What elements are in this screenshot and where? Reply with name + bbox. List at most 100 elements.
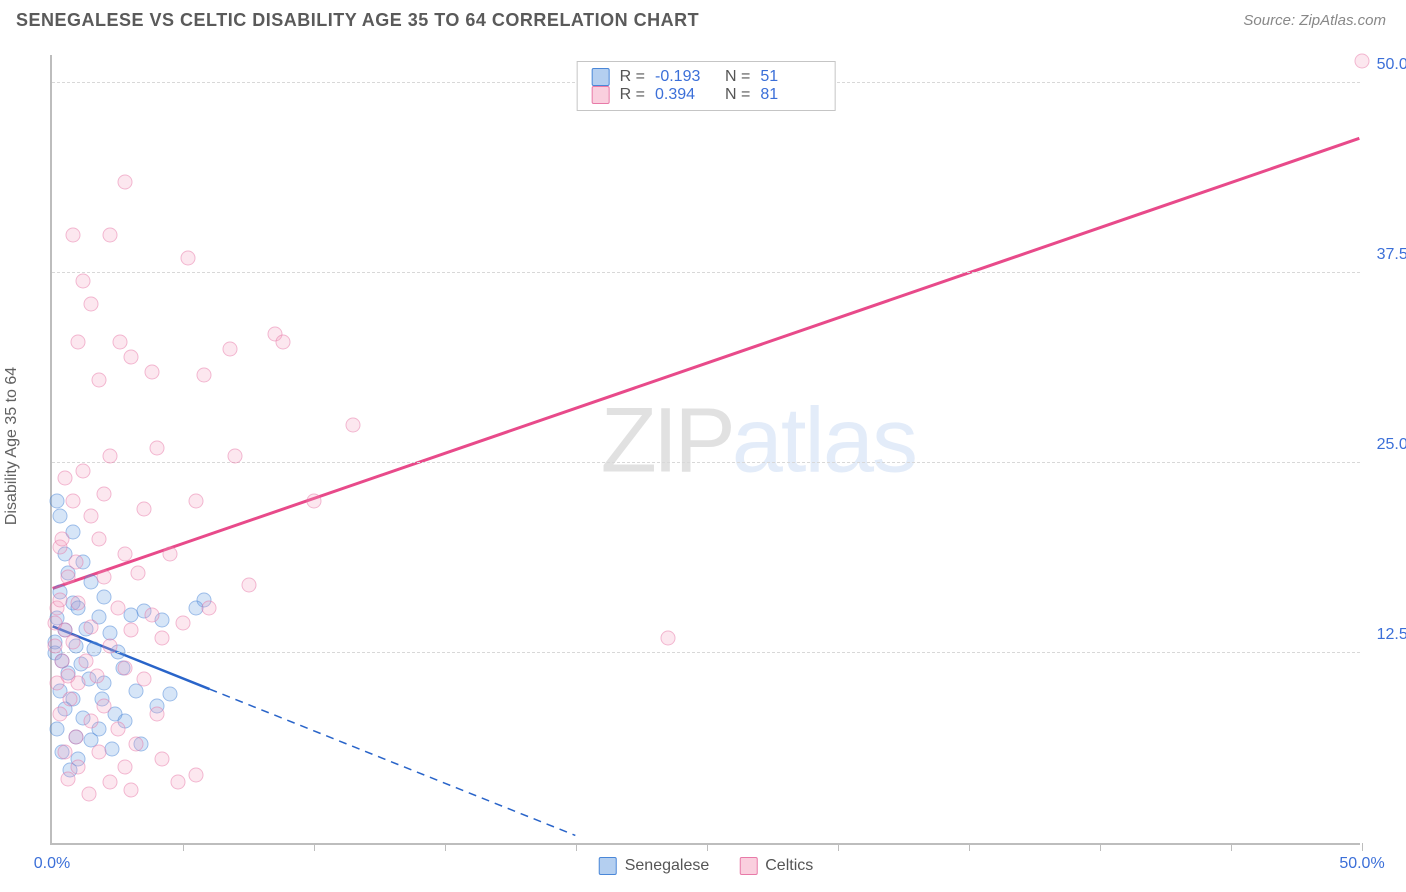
- x-tick: [707, 843, 708, 851]
- data-point: [97, 570, 112, 585]
- x-tick: [1231, 843, 1232, 851]
- data-point: [60, 570, 75, 585]
- data-point: [55, 532, 70, 547]
- data-point: [223, 342, 238, 357]
- data-point: [241, 577, 256, 592]
- y-tick-label: 50.0%: [1377, 56, 1406, 74]
- data-point: [81, 787, 96, 802]
- data-point: [58, 744, 73, 759]
- series-legend: Senegalese Celtics: [599, 857, 814, 875]
- data-point: [181, 251, 196, 266]
- data-point: [131, 565, 146, 580]
- data-point: [123, 349, 138, 364]
- x-tick: [969, 843, 970, 851]
- chart-header: SENEGALESE VS CELTIC DISABILITY AGE 35 T…: [0, 0, 1406, 39]
- data-point: [97, 699, 112, 714]
- data-point: [60, 668, 75, 683]
- data-point: [123, 782, 138, 797]
- data-point: [50, 494, 65, 509]
- data-point: [196, 368, 211, 383]
- data-point: [60, 772, 75, 787]
- data-point: [71, 334, 86, 349]
- data-point: [84, 620, 99, 635]
- swatch-blue: [599, 857, 617, 875]
- data-point: [118, 760, 133, 775]
- data-point: [84, 714, 99, 729]
- data-point: [1355, 53, 1370, 68]
- data-point: [76, 463, 91, 478]
- data-point: [68, 554, 83, 569]
- data-point: [162, 547, 177, 562]
- trend-lines: [52, 55, 1360, 843]
- data-point: [202, 600, 217, 615]
- data-point: [118, 547, 133, 562]
- x-tick: [576, 843, 577, 851]
- correlation-stats-box: R = -0.193 N = 51 R = 0.394 N = 81: [577, 61, 836, 111]
- data-point: [58, 471, 73, 486]
- gridline: [52, 272, 1360, 273]
- data-point: [189, 494, 204, 509]
- data-point: [68, 729, 83, 744]
- data-point: [63, 691, 78, 706]
- data-point: [102, 448, 117, 463]
- data-point: [65, 228, 80, 243]
- gridline: [52, 652, 1360, 653]
- data-point: [110, 600, 125, 615]
- data-point: [97, 589, 112, 604]
- data-point: [128, 737, 143, 752]
- data-point: [144, 608, 159, 623]
- data-point: [162, 687, 177, 702]
- data-point: [84, 509, 99, 524]
- x-tick: [445, 843, 446, 851]
- data-point: [228, 448, 243, 463]
- data-point: [144, 365, 159, 380]
- data-point: [346, 418, 361, 433]
- data-point: [50, 722, 65, 737]
- data-point: [47, 638, 62, 653]
- data-point: [76, 273, 91, 288]
- swatch-pink: [739, 857, 757, 875]
- scatter-chart: ZIPatlas R = -0.193 N = 51 R = 0.394 N =…: [50, 55, 1360, 845]
- x-start-label: 0.0%: [34, 855, 70, 873]
- legend-item-senegalese: Senegalese: [599, 857, 710, 875]
- data-point: [52, 509, 67, 524]
- data-point: [52, 706, 67, 721]
- data-point: [189, 767, 204, 782]
- data-point: [110, 722, 125, 737]
- data-point: [123, 623, 138, 638]
- data-point: [92, 372, 107, 387]
- data-point: [170, 775, 185, 790]
- data-point: [275, 334, 290, 349]
- data-point: [113, 334, 128, 349]
- x-tick: [183, 843, 184, 851]
- data-point: [92, 744, 107, 759]
- data-point: [155, 752, 170, 767]
- swatch-pink: [592, 86, 610, 104]
- x-tick: [1362, 843, 1363, 851]
- data-point: [65, 635, 80, 650]
- y-tick-label: 12.5%: [1377, 626, 1406, 644]
- data-point: [102, 775, 117, 790]
- data-point: [155, 630, 170, 645]
- data-point: [118, 175, 133, 190]
- x-tick: [314, 843, 315, 851]
- data-point: [149, 706, 164, 721]
- watermark: ZIPatlas: [601, 389, 916, 494]
- data-point: [105, 741, 120, 756]
- data-point: [660, 630, 675, 645]
- data-point: [97, 486, 112, 501]
- data-point: [149, 441, 164, 456]
- data-point: [92, 532, 107, 547]
- data-point: [307, 494, 322, 509]
- x-tick: [1100, 843, 1101, 851]
- x-end-label: 50.0%: [1339, 855, 1384, 873]
- data-point: [47, 615, 62, 630]
- y-tick-label: 37.5%: [1377, 246, 1406, 264]
- source-attribution: Source: ZipAtlas.com: [1243, 12, 1386, 29]
- data-point: [65, 494, 80, 509]
- data-point: [55, 653, 70, 668]
- data-point: [176, 615, 191, 630]
- chart-title: SENEGALESE VS CELTIC DISABILITY AGE 35 T…: [16, 10, 699, 31]
- y-axis-label: Disability Age 35 to 64: [3, 367, 21, 525]
- data-point: [71, 760, 86, 775]
